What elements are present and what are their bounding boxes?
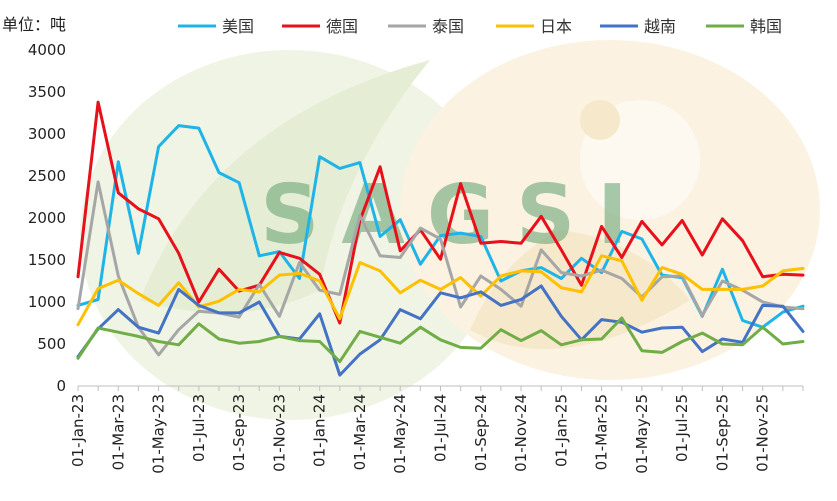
- x-tick-label: 01-Nov-25: [754, 394, 772, 472]
- y-tick-label: 500: [37, 335, 66, 353]
- x-tick-label: 01-Jan-25: [552, 394, 570, 467]
- legend-label: 日本: [540, 17, 572, 36]
- y-tick-label: 2000: [28, 209, 66, 227]
- y-tick-label: 3500: [28, 83, 66, 101]
- x-tick-label: 01-Jul-23: [190, 394, 208, 462]
- x-tick-label: 01-Mar-24: [351, 394, 369, 470]
- y-axis-unit-label: 单位：吨: [2, 15, 66, 34]
- x-tick-label: 01-Jan-23: [69, 394, 87, 467]
- x-tick-label: 01-May-25: [633, 394, 651, 474]
- y-tick-label: 0: [56, 377, 66, 395]
- series-line-5: [76, 316, 805, 364]
- y-tick-label: 2500: [28, 167, 66, 185]
- legend-label: 美国: [222, 17, 254, 36]
- legend-label: 越南: [644, 17, 676, 36]
- watermark-logo: SAGSI: [80, 40, 820, 420]
- watermark-text: SAGSI: [260, 168, 649, 263]
- legend-label: 韩国: [750, 17, 782, 36]
- x-tick-label: 01-Sep-25: [713, 394, 731, 471]
- legend-label: 德国: [326, 17, 358, 36]
- x-tick-label: 01-Jul-24: [432, 394, 450, 462]
- x-tick-label: 01-May-24: [391, 394, 409, 474]
- x-tick-label: 01-Sep-23: [230, 394, 248, 471]
- x-tick-label: 01-Mar-23: [109, 394, 127, 470]
- y-tick-label: 4000: [28, 41, 66, 59]
- x-tick-label: 01-May-23: [150, 394, 168, 474]
- series-line-1: [76, 100, 805, 325]
- y-tick-label: 1000: [28, 293, 66, 311]
- x-tick-label: 01-Jan-24: [311, 394, 329, 467]
- x-tick-label: 01-Nov-24: [512, 394, 530, 472]
- x-tick-label: 01-Jul-25: [673, 394, 691, 462]
- x-tick-label: 01-Mar-25: [593, 394, 611, 470]
- x-tick-label: 01-Nov-23: [270, 394, 288, 472]
- y-tick-label: 1500: [28, 251, 66, 269]
- legend-label: 泰国: [432, 17, 464, 36]
- x-tick-label: 01-Sep-24: [472, 394, 490, 471]
- series-line-4: [76, 284, 805, 377]
- y-tick-label: 3000: [28, 125, 66, 143]
